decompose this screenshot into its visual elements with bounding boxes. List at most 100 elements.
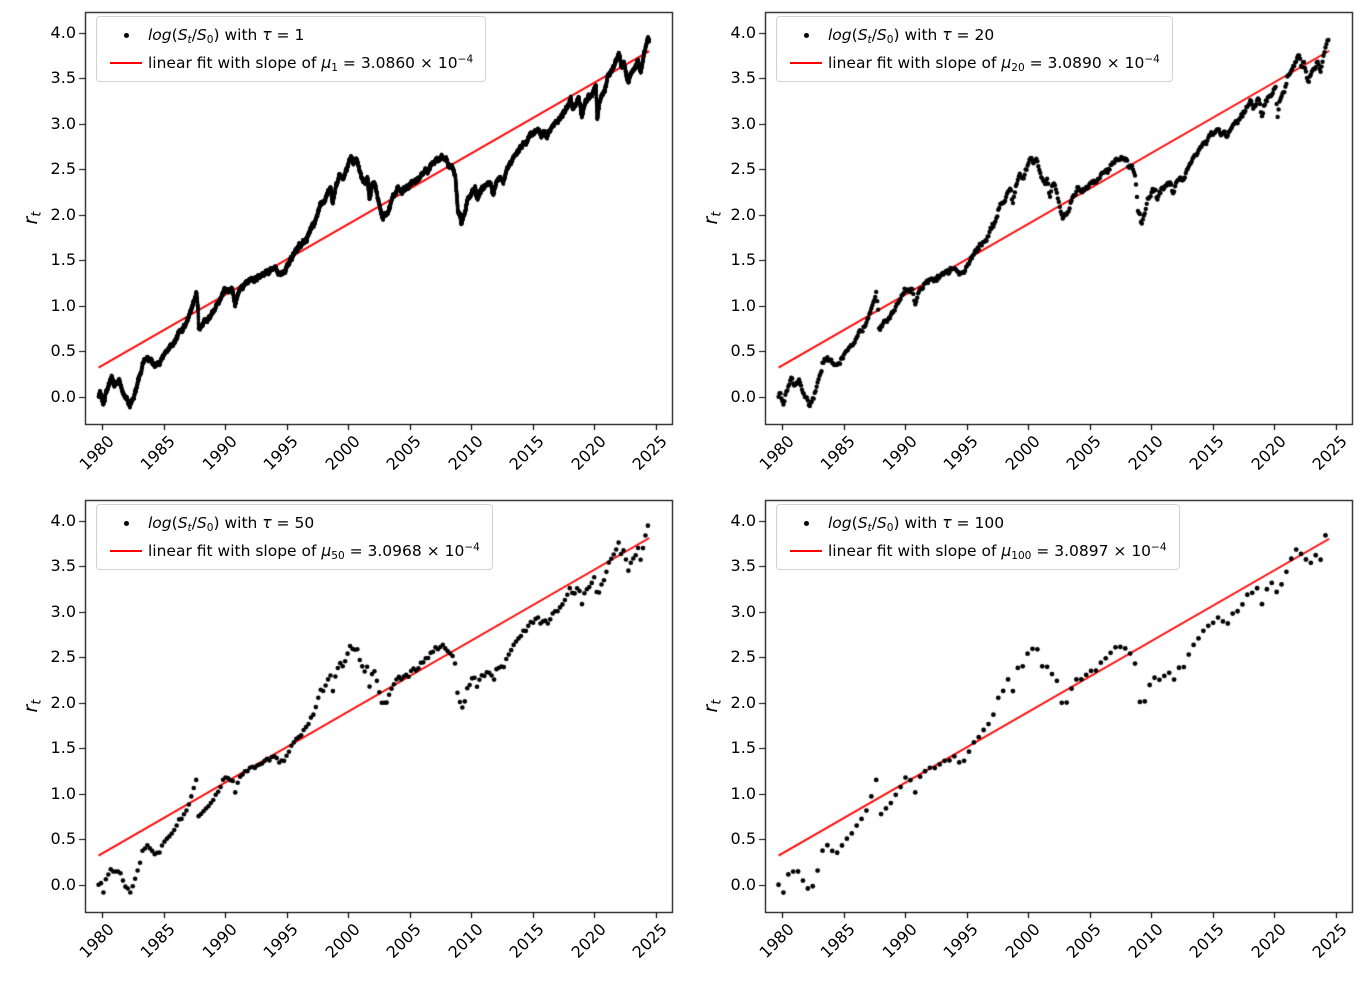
legend: log(St/S0) with τ = 100 linear fit with s… [776, 504, 1180, 570]
y-tick-label: 2.0 [730, 204, 756, 224]
math-text: × [1108, 542, 1132, 560]
math-text: / [191, 514, 197, 532]
dot-icon [123, 32, 129, 38]
red-line-icon [790, 550, 822, 552]
math-text: S [177, 26, 188, 44]
fit-line-icon [104, 550, 148, 552]
fit-line-icon [784, 62, 828, 64]
math-text: linear fit with slope of [148, 542, 322, 560]
math-text: τ [262, 514, 272, 532]
math-subscript: t [29, 211, 45, 217]
math-text: S [876, 514, 887, 532]
math-text: ( [851, 26, 858, 44]
math-text: ) [893, 514, 900, 532]
math-text: = [1031, 542, 1055, 560]
math-text: μ [321, 542, 332, 560]
math-text: linear fit with slope of [828, 54, 1002, 72]
math-text: S [857, 514, 868, 532]
y-tick-label: 2.5 [50, 647, 76, 667]
fit-line-icon [104, 62, 148, 64]
math-subscript: t [29, 699, 45, 705]
scatter-marker-icon [784, 32, 828, 38]
y-tick-label: 1.0 [50, 295, 76, 315]
math-text: 10 [437, 54, 458, 72]
y-tick-label: 4.0 [50, 510, 76, 530]
math-text: linear fit with slope of [828, 542, 1002, 560]
math-superscript: −4 [1151, 541, 1167, 554]
math-text: log [828, 514, 852, 532]
math-text: 3.0968 [367, 542, 422, 560]
math-subscript: t [187, 33, 192, 46]
math-text: × [1101, 54, 1125, 72]
y-tick-label: 2.0 [50, 692, 76, 712]
y-tick-label: 4.0 [730, 22, 756, 42]
red-line-icon [790, 62, 822, 64]
math-text: with [899, 26, 943, 44]
math-text: ( [171, 514, 178, 532]
y-tick-label: 0.0 [50, 874, 76, 894]
math-text: r [20, 216, 42, 225]
legend-entry-fit: linear fit with slope of μ100 = 3.0897 ×… [784, 537, 1167, 565]
math-subscript: 0 [886, 521, 894, 534]
math-text: ) [213, 26, 220, 44]
plot-canvas [0, 492, 686, 984]
y-tick-label: 0.0 [730, 874, 756, 894]
math-subscript: 100 [1011, 549, 1032, 562]
y-tick-label: 2.5 [730, 647, 756, 667]
legend-scatter-label: log(St/S0) with τ = 50 [148, 514, 314, 534]
y-axis-label: rt [700, 700, 725, 713]
math-text: / [871, 514, 877, 532]
y-tick-label: 1.5 [50, 738, 76, 758]
math-text: r [700, 704, 722, 713]
legend-entry-fit: linear fit with slope of μ50 = 3.0968 × … [104, 537, 480, 565]
y-tick-label: 0.0 [50, 386, 76, 406]
math-text: log [828, 26, 852, 44]
math-subscript: 20 [1011, 61, 1025, 74]
legend-entry-fit: linear fit with slope of μ1 = 3.0860 × 1… [104, 49, 473, 77]
math-text: ( [171, 26, 178, 44]
y-tick-label: 3.0 [730, 113, 756, 133]
math-text: = [271, 514, 295, 532]
math-text: 10 [444, 542, 465, 560]
math-subscript: 0 [206, 33, 214, 46]
math-subscript: t [187, 521, 192, 534]
math-subscript: 0 [886, 33, 894, 46]
math-superscript: −4 [457, 53, 474, 66]
math-text: 3.0860 [360, 54, 416, 72]
math-text: μ [1001, 542, 1012, 560]
math-text: with [219, 26, 263, 44]
y-tick-label: 1.5 [50, 250, 76, 270]
y-tick-label: 0.5 [50, 829, 76, 849]
math-text: 10 [1124, 54, 1145, 72]
y-tick-label: 3.5 [730, 556, 756, 576]
red-line-icon [110, 550, 142, 552]
y-tick-label: 4.0 [730, 510, 756, 530]
legend-entry-fit: linear fit with slope of μ20 = 3.0890 × … [784, 49, 1160, 77]
subplot-tau-100: 0.0 0.5 1.0 1.5 2.0 2.5 3.0 3.5 4.0 1980 1985 1990 1… [685, 492, 1371, 984]
math-text: 1 [294, 26, 305, 44]
math-text: = [951, 514, 975, 532]
math-text: log [148, 26, 172, 44]
fit-line-icon [784, 550, 828, 552]
math-text: with [219, 514, 263, 532]
legend-fit-label: linear fit with slope of μ50 = 3.0968 × … [148, 542, 480, 562]
subplot-tau-1: 0.0 0.5 1.0 1.5 2.0 2.5 3.0 3.5 4.0 1980 1985 1990 1… [0, 0, 686, 492]
math-subscript: t [867, 521, 872, 534]
math-subscript: t [709, 211, 725, 217]
math-text: = [1024, 54, 1048, 72]
math-text: ) [213, 514, 220, 532]
math-text: S [876, 26, 887, 44]
legend-entry-scatter: log(St/S0) with τ = 50 [104, 509, 480, 537]
math-text: with [899, 514, 943, 532]
y-tick-label: 3.5 [50, 68, 76, 88]
y-tick-label: 3.5 [730, 68, 756, 88]
legend-fit-label: linear fit with slope of μ20 = 3.0890 × … [828, 54, 1160, 74]
math-subscript: t [867, 33, 872, 46]
math-subscript: 0 [206, 521, 214, 534]
math-text: = [271, 26, 295, 44]
math-subscript: 50 [331, 549, 345, 562]
math-text: linear fit with slope of [148, 54, 322, 72]
red-line-icon [110, 62, 142, 64]
math-subscript: 1 [331, 61, 338, 74]
y-tick-label: 3.0 [50, 601, 76, 621]
